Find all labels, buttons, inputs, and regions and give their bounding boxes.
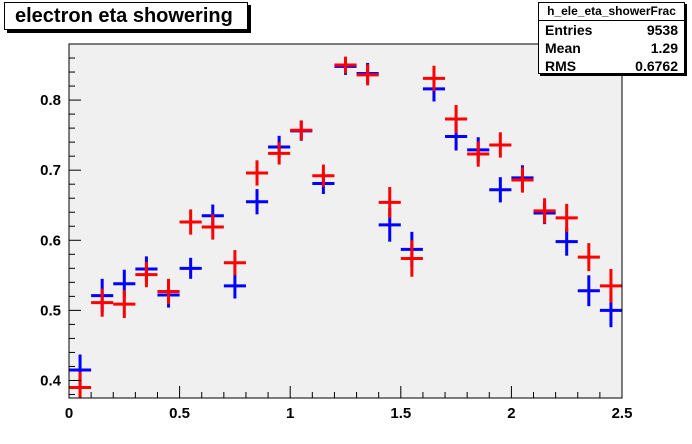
stats-row-mean: Mean 1.29: [545, 39, 678, 57]
data-point: [179, 209, 202, 235]
chart-title: electron eta showering: [15, 5, 233, 27]
stats-row-entries: Entries 9538: [545, 21, 678, 39]
data-point: [378, 187, 401, 218]
y-tick-label: 0.5: [40, 302, 61, 319]
stats-value: 0.6762: [635, 58, 678, 74]
chart-title-box: electron eta showering: [4, 2, 248, 30]
stats-label: RMS: [545, 58, 577, 74]
data-point: [179, 257, 202, 279]
data-point: [422, 65, 446, 91]
stats-histogram-name: h_ele_eta_showerFrac: [539, 3, 684, 21]
data-point: [157, 278, 180, 305]
x-tick-label: 1: [286, 405, 294, 422]
data-point: [599, 269, 622, 303]
data-point: [511, 167, 534, 193]
x-tick-label: 0: [65, 405, 73, 422]
data-point: [577, 243, 600, 272]
stats-row-rms: RMS 0.6762: [545, 57, 678, 75]
stats-value: 1.29: [650, 40, 678, 56]
plot-frame: [68, 43, 623, 399]
data-point: [312, 164, 335, 188]
x-tick-label: 1.5: [390, 405, 411, 422]
data-point: [91, 288, 114, 317]
data-point: [356, 64, 379, 86]
data-point: [334, 56, 357, 74]
y-tick-label: 0.6: [40, 232, 61, 249]
data-point: [245, 189, 269, 215]
y-tick-label: 0.8: [40, 92, 61, 109]
data-markers: [69, 56, 622, 398]
data-point: [135, 262, 158, 288]
data-point: [533, 198, 556, 224]
stats-box: h_ele_eta_showerFrac Entries 9538 Mean 1…: [538, 2, 685, 74]
data-point: [400, 240, 423, 277]
x-tick-label: 2: [507, 405, 515, 422]
axes: 0 0.5 1 1.5 2 2.5 0.4 0.5 0.6 0.7 0.8: [40, 43, 633, 422]
data-point: [489, 177, 512, 203]
data-point: [223, 273, 246, 299]
data-point: [201, 214, 224, 240]
y-tick-label: 0.4: [40, 372, 62, 389]
stats-label: Mean: [545, 40, 581, 56]
data-point: [69, 372, 92, 398]
data-point: [113, 290, 136, 319]
plot-border: [68, 43, 623, 399]
data-point: [489, 132, 512, 158]
x-tick-label: 2.5: [612, 405, 633, 422]
data-point: [555, 203, 578, 232]
series-1: [69, 56, 622, 398]
stats-label: Entries: [545, 22, 593, 38]
data-point: [445, 104, 468, 134]
data-point: [467, 141, 490, 167]
data-point: [223, 250, 246, 276]
data-point: [268, 142, 291, 165]
y-tick-label: 0.7: [40, 162, 61, 179]
x-tick-label: 0.5: [169, 405, 190, 422]
data-point: [577, 275, 600, 307]
data-point: [290, 120, 313, 141]
data-point: [555, 227, 578, 256]
data-point: [245, 160, 269, 186]
stats-value: 9538: [646, 22, 678, 38]
